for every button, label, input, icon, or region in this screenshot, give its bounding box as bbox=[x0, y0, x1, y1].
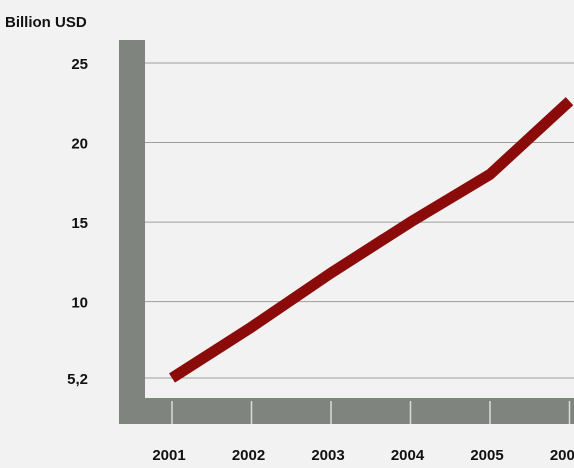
y-tick-label: 25 bbox=[71, 56, 88, 73]
y-axis-label: Billion USD bbox=[5, 14, 87, 31]
x-axis-bar bbox=[119, 398, 574, 424]
y-tick-label: 5,2 bbox=[67, 371, 88, 388]
series bbox=[169, 97, 574, 383]
x-tick-label: 2005 bbox=[470, 447, 503, 464]
y-axis-bar bbox=[119, 40, 145, 424]
y-tick-label: 20 bbox=[71, 136, 88, 153]
x-tick-label: 2004 bbox=[391, 447, 425, 464]
y-tick-label: 15 bbox=[71, 215, 88, 232]
x-tick-label: 2002 bbox=[232, 447, 265, 464]
series-line bbox=[169, 97, 574, 383]
x-tick-label: 2001 bbox=[152, 447, 185, 464]
axes bbox=[119, 40, 574, 424]
labels: 5,2 10 15 20 25 2001 2002 2003 2004 2005 2006 Billi… bbox=[5, 14, 574, 464]
y-tick-label: 10 bbox=[71, 295, 88, 312]
x-tick-label: 2003 bbox=[311, 447, 344, 464]
x-tick-label: 2006 bbox=[550, 447, 574, 464]
